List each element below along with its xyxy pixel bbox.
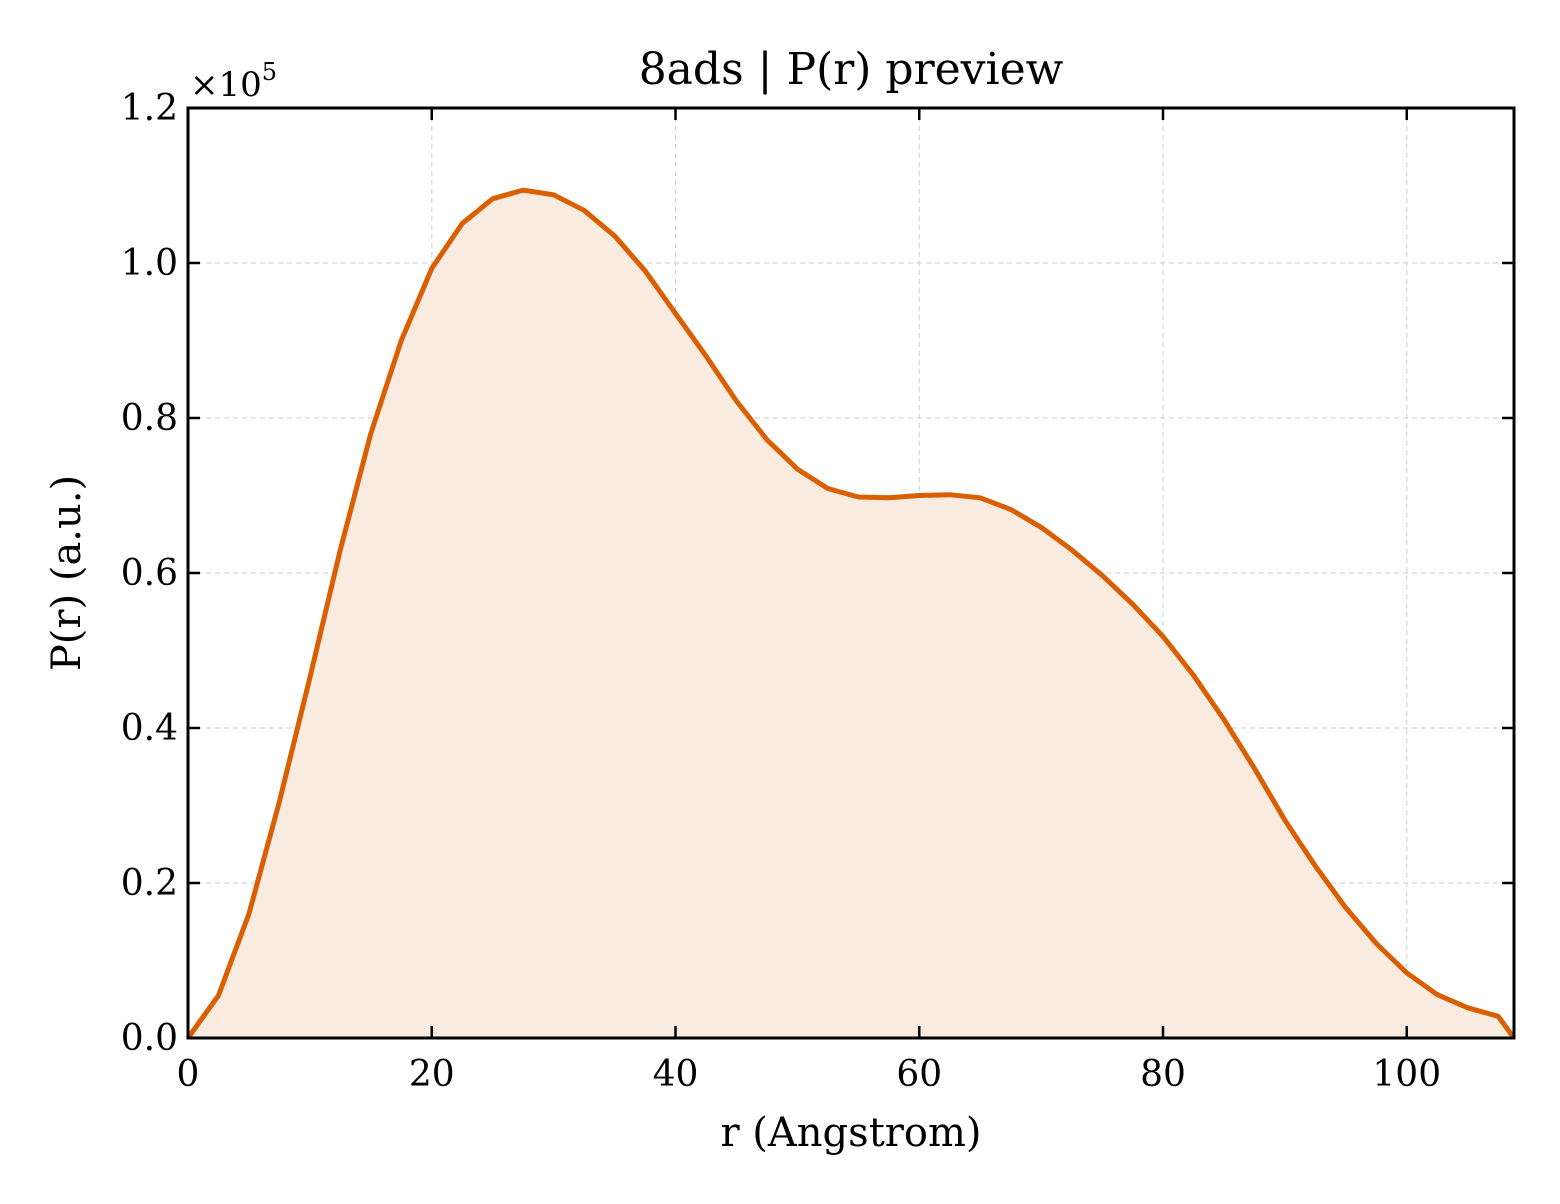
y-offset-label: ×105: [190, 58, 277, 105]
x-tick-label: 80: [1140, 1054, 1186, 1095]
y-offset-base: ×10: [190, 65, 262, 105]
y-tick-label: 1.0: [121, 243, 178, 284]
y-axis-label: P(r) (a.u.): [44, 475, 90, 671]
y-tick-label: 0.8: [121, 398, 178, 439]
y-offset-exponent: 5: [262, 58, 277, 86]
y-tick-label: 1.2: [121, 88, 178, 129]
x-tick-label: 60: [896, 1054, 942, 1095]
y-tick-label: 0.2: [121, 863, 178, 904]
chart-title: 8ads | P(r) preview: [639, 44, 1064, 95]
x-tick-label: 40: [653, 1054, 699, 1095]
x-tick-label: 20: [409, 1054, 455, 1095]
y-tick-label: 0.0: [121, 1018, 178, 1059]
area-fill: [188, 190, 1514, 1039]
series-line: [185, 187, 1517, 1040]
tick-labels: 0 20 40 60 80 100 0.0 0.2 0.4 0.6 0.8 1.0 1.2: [121, 88, 1441, 1095]
y-tick-label: 0.4: [121, 708, 178, 749]
y-tick-label: 0.6: [121, 553, 178, 594]
x-axis-label: r (Angstrom): [720, 1110, 981, 1156]
ticks: [186, 106, 1514, 1040]
x-tick-label: 0: [177, 1054, 200, 1095]
x-tick-label: 100: [1372, 1054, 1441, 1095]
